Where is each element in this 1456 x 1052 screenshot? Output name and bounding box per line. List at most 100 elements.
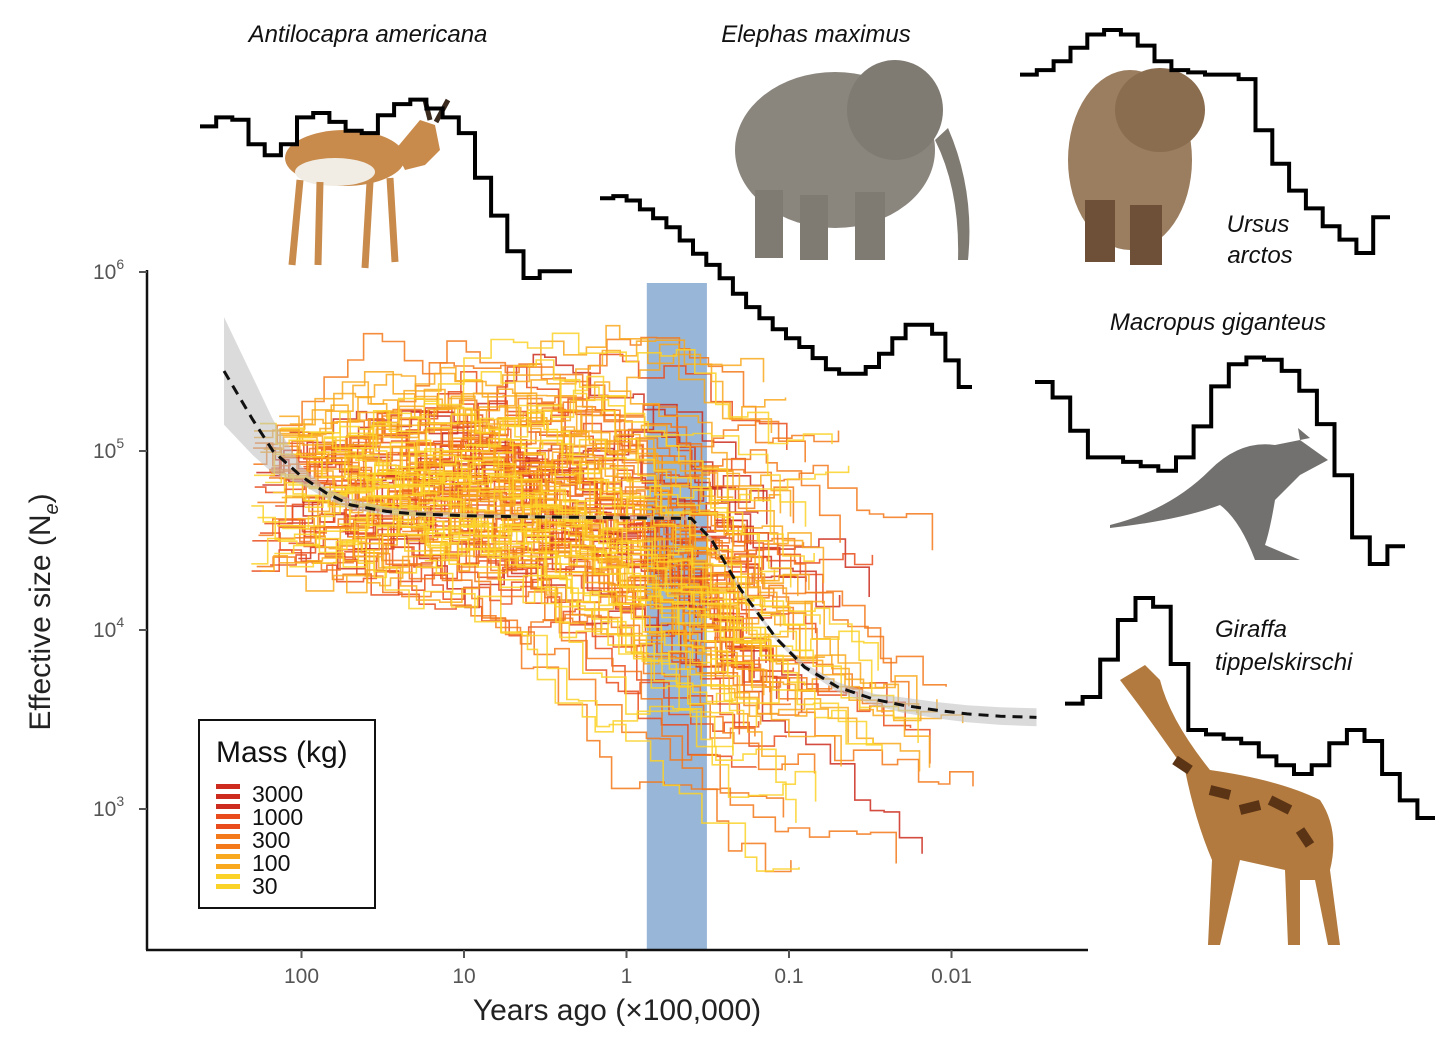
species-illustrations xyxy=(285,60,1340,945)
trajectory-line xyxy=(289,424,825,584)
trajectory-line xyxy=(419,475,833,690)
legend-ramp-swatch xyxy=(216,874,240,879)
trajectory-line xyxy=(272,463,874,745)
y-tick-label: 103 xyxy=(93,793,124,821)
x-tick-label: 0.1 xyxy=(774,965,803,988)
trajectory-line xyxy=(344,522,760,591)
trajectory-line xyxy=(374,495,767,642)
legend-ramp-swatch xyxy=(216,824,240,829)
mean-trend-line xyxy=(222,370,1037,719)
legend-label: 100 xyxy=(252,850,290,876)
trajectory-line xyxy=(257,516,797,823)
legend: Mass (kg) 3000 1000 300 100 30 xyxy=(198,719,376,909)
legend-ramp-swatch xyxy=(216,794,240,799)
x-tick-label: 10 xyxy=(452,965,475,988)
trajectory-line xyxy=(360,506,745,726)
trajectory-line xyxy=(368,470,801,657)
y-tick-exponent: 4 xyxy=(116,614,124,630)
trajectory-line xyxy=(260,332,833,453)
legend-ramp-swatch xyxy=(216,854,240,859)
inset-trajectory-4 xyxy=(1065,596,1435,820)
legend-ramp-swatch xyxy=(216,784,240,789)
inset-trajectory-2 xyxy=(1020,28,1390,255)
legend-ramp-swatch xyxy=(216,864,240,869)
y-axis-title-sub: e xyxy=(41,503,63,514)
legend-ramp-swatch xyxy=(216,804,240,809)
legend-ramp-swatch xyxy=(216,814,240,819)
y-tick-base: 10 xyxy=(93,619,116,642)
y-tick-base: 10 xyxy=(93,261,116,284)
trajectory-line xyxy=(277,394,964,724)
y-axis-title-main: Effective size (N xyxy=(24,514,57,730)
y-axis-title: Effective size (Ne) xyxy=(24,493,63,730)
elephant-illustration xyxy=(735,60,970,260)
inset-trajectory-0 xyxy=(200,97,572,280)
species-label-elephas: Elephas maximus xyxy=(721,21,910,48)
species-label-giraffa: tippelskirschi xyxy=(1215,649,1353,676)
axes xyxy=(145,270,1088,952)
x-tick-label: 0.01 xyxy=(931,965,972,988)
legend-ramp-swatch xyxy=(216,844,240,849)
trajectory-line xyxy=(410,375,792,588)
trajectory-line xyxy=(348,536,918,714)
y-tick-base: 10 xyxy=(93,440,116,463)
x-tick-label: 100 xyxy=(284,965,319,988)
trajectory-line xyxy=(292,495,807,582)
legend-ramp-swatch xyxy=(216,884,240,889)
legend-label: 30 xyxy=(252,873,278,899)
y-axis-title-close: ) xyxy=(24,493,57,503)
y-tick-exponent: 5 xyxy=(116,435,124,451)
trajectory-line xyxy=(424,560,800,872)
x-tick-label: 1 xyxy=(621,965,633,988)
species-label-antilocapra: Antilocapra americana xyxy=(247,21,488,48)
inset-trajectory-1 xyxy=(600,194,972,389)
y-tick-base: 10 xyxy=(93,798,116,821)
trajectory-line xyxy=(289,478,733,581)
y-tick-label: 105 xyxy=(93,435,124,463)
giraffe-illustration xyxy=(1120,665,1340,945)
x-axis-title: Years ago (×100,000) xyxy=(473,994,761,1027)
pronghorn-illustration xyxy=(285,98,451,269)
mean-trend-group xyxy=(222,317,1037,727)
trajectory-line xyxy=(346,380,850,501)
trajectory-line xyxy=(279,381,792,517)
species-label-giraffa: Giraffa xyxy=(1215,616,1287,643)
trajectory-line xyxy=(289,366,753,660)
trajectory-line xyxy=(290,411,807,660)
trajectory-line xyxy=(270,470,772,656)
trajectory-line xyxy=(360,506,817,802)
y-tick-label: 106 xyxy=(93,256,124,284)
trajectory-line xyxy=(323,407,806,686)
trajectory-line xyxy=(317,422,765,570)
species-label-ursus: Ursus xyxy=(1227,211,1290,238)
trajectory-line xyxy=(277,438,919,723)
trajectory-line xyxy=(261,441,782,594)
inset-trajectory-3 xyxy=(1035,355,1405,566)
legend-color-ramp xyxy=(216,784,240,889)
x-ticks: 100 10 1 0.1 0.01 xyxy=(284,950,972,988)
legend-ramp-swatch xyxy=(216,834,240,839)
trajectory-line xyxy=(304,438,779,573)
trajectory-line xyxy=(285,439,729,631)
y-tick-exponent: 6 xyxy=(116,256,124,272)
trajectory-line xyxy=(260,324,765,453)
trajectory-line xyxy=(251,525,883,752)
y-tick-exponent: 3 xyxy=(116,793,124,809)
y-tick-label: 104 xyxy=(93,614,124,642)
trajectory-line xyxy=(332,478,734,538)
legend-label: 3000 xyxy=(252,781,303,807)
species-label-macropus: Macropus giganteus xyxy=(1110,309,1326,336)
bear-illustration xyxy=(1068,68,1205,265)
trajectory-line xyxy=(324,436,921,772)
trajectory-line xyxy=(446,516,734,751)
legend-label: 300 xyxy=(252,827,290,853)
trajectory-line xyxy=(336,539,737,667)
trajectory-line xyxy=(279,480,799,597)
species-insets xyxy=(200,28,1435,820)
kangaroo-illustration xyxy=(1110,428,1328,560)
legend-label: 1000 xyxy=(252,804,303,830)
species-label-ursus: arctos xyxy=(1227,242,1292,269)
